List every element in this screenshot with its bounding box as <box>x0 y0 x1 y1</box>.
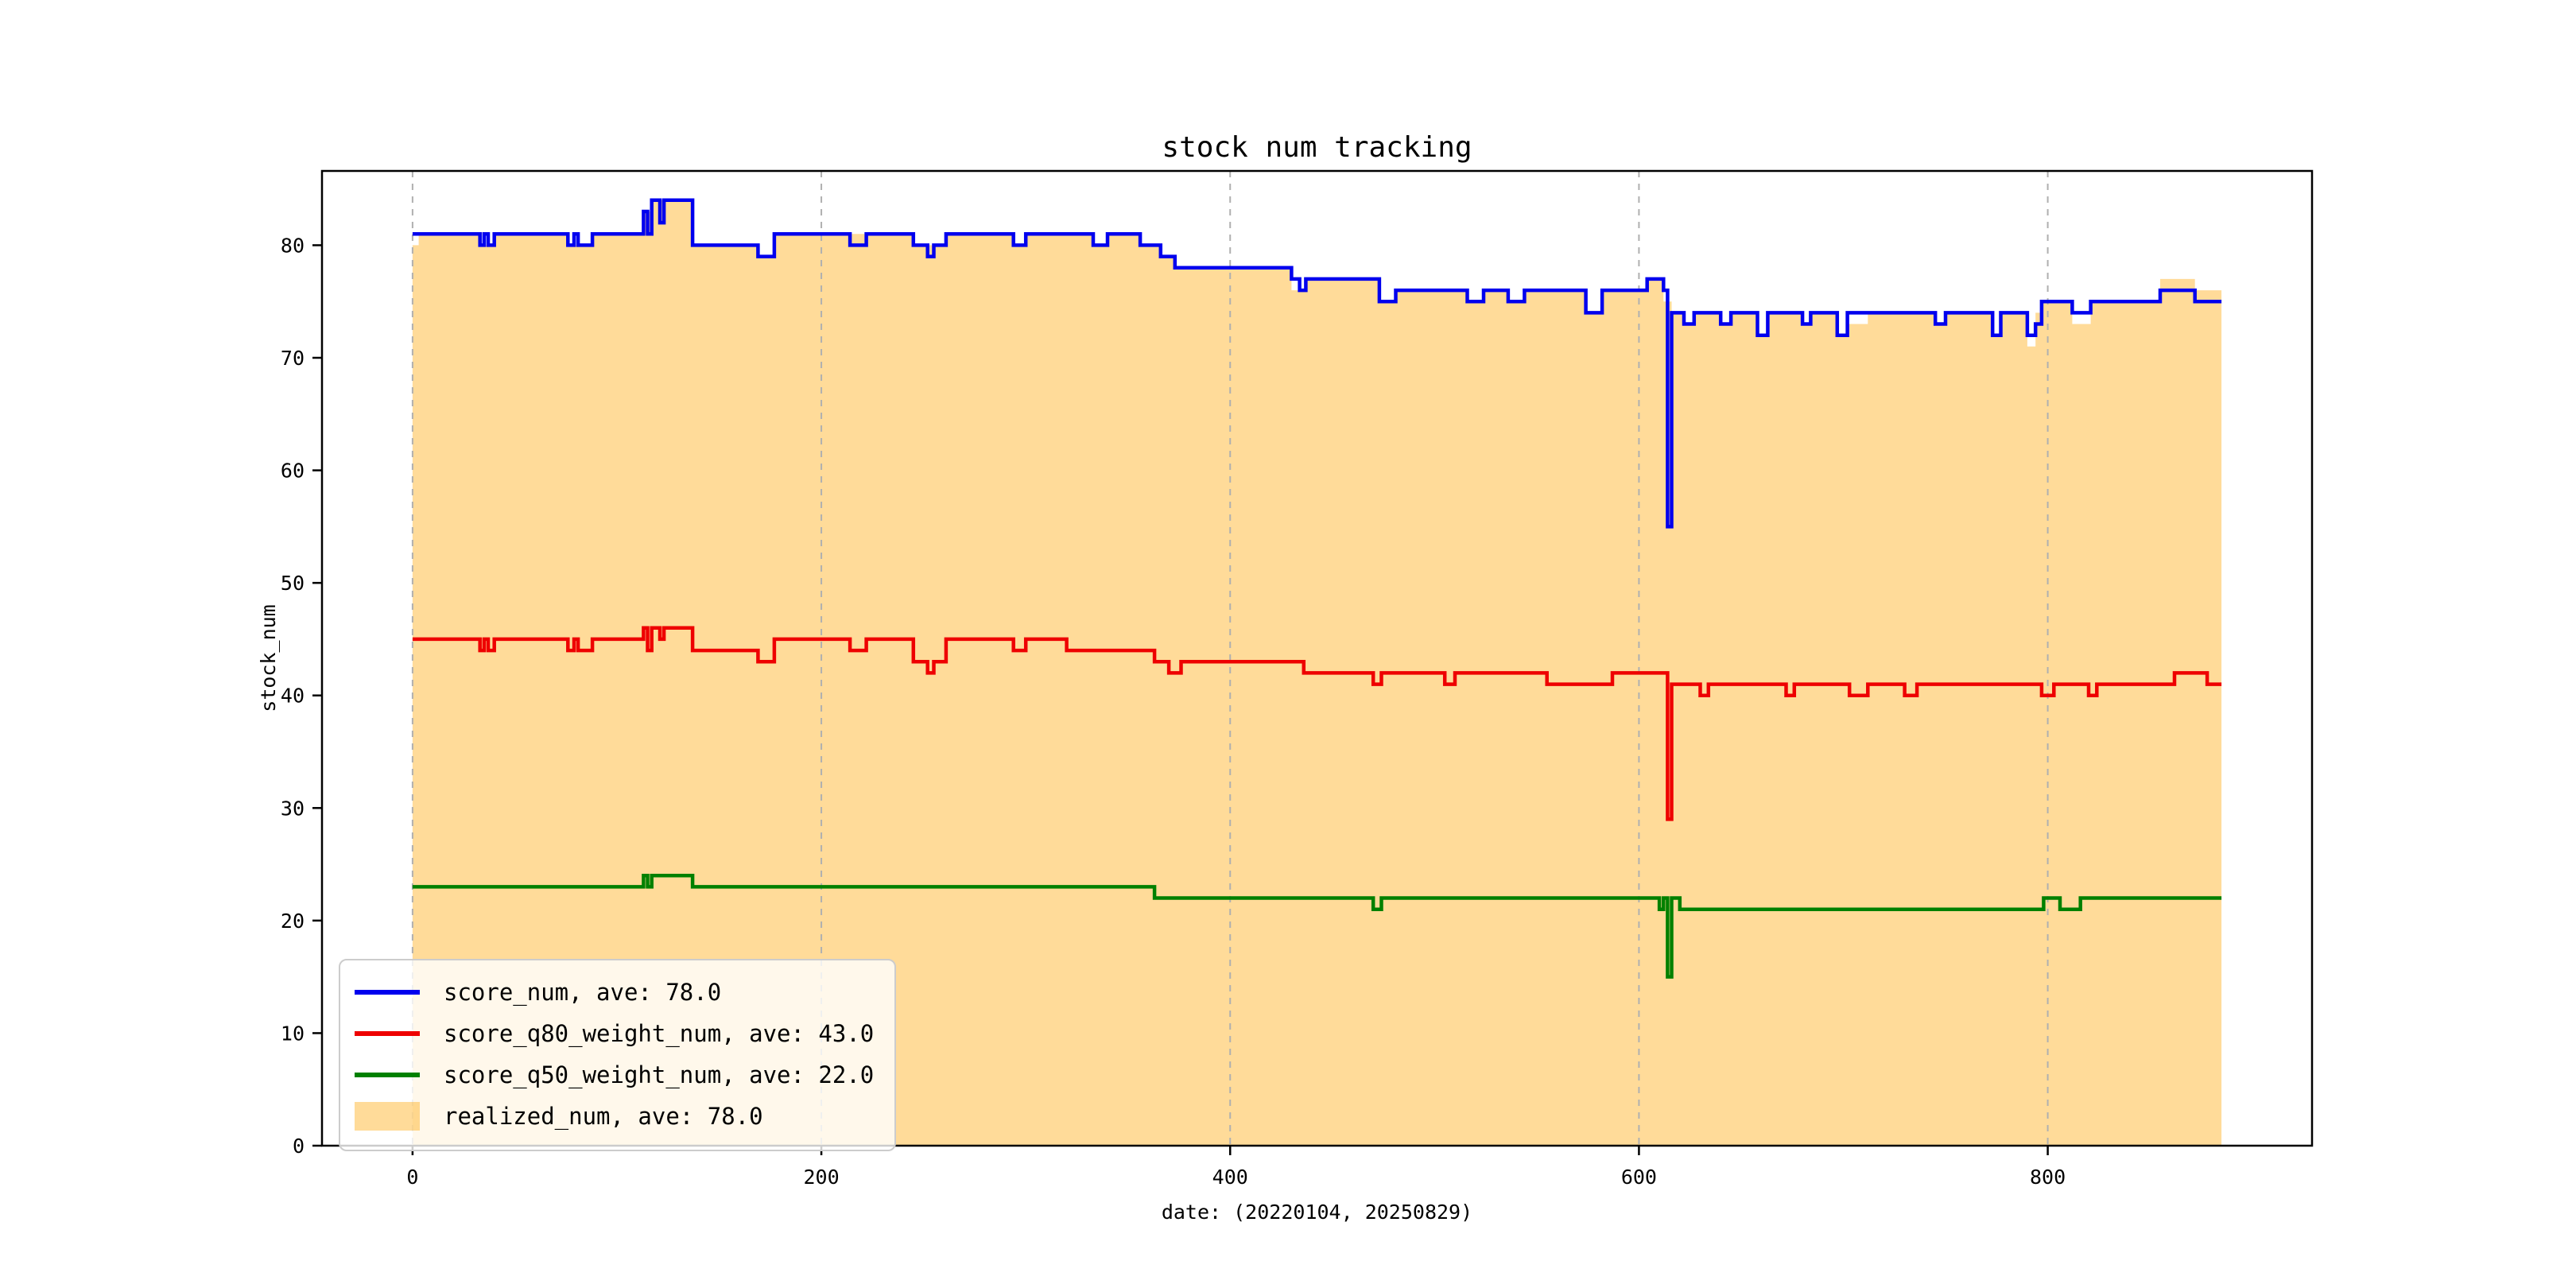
series-line <box>412 873 2222 979</box>
legend-swatch-line <box>355 990 420 995</box>
y-tick-label: 30 <box>281 797 305 820</box>
chart-title: stock num tracking <box>1162 131 1472 164</box>
legend-label: score_q50_weight_num, ave: 22.0 <box>444 1061 875 1088</box>
y-tick-label: 70 <box>281 347 305 370</box>
y-axis-label: stock_num <box>257 604 280 712</box>
y-tick-label: 60 <box>281 460 305 483</box>
y-tick-label: 20 <box>281 910 305 933</box>
legend-swatch-patch <box>355 1102 420 1131</box>
series-line-icon <box>355 1031 420 1036</box>
series-line <box>412 198 2222 529</box>
y-tick-label: 10 <box>281 1022 305 1045</box>
x-tick-label: 400 <box>1212 1166 1248 1189</box>
y-tick-label: 50 <box>281 572 305 595</box>
legend-label: score_num, ave: 78.0 <box>444 979 722 1006</box>
realized-patch-icon <box>355 1102 420 1131</box>
legend-item: score_q80_weight_num, ave: 43.0 <box>355 1013 874 1054</box>
legend-label: score_q80_weight_num, ave: 43.0 <box>444 1020 875 1047</box>
x-tick-label: 200 <box>803 1166 839 1189</box>
series-line <box>412 626 2222 821</box>
legend-label: realized_num, ave: 78.0 <box>444 1103 763 1130</box>
y-tick-label: 0 <box>293 1135 305 1158</box>
series-lines-layer <box>412 198 2222 979</box>
x-axis-label: date: (20220104, 20250829) <box>1162 1201 1472 1224</box>
legend: score_num, ave: 78.0 score_q80_weight_num… <box>339 959 897 1151</box>
x-tick-label: 0 <box>406 1166 418 1189</box>
y-tick-label: 80 <box>281 234 305 257</box>
y-tick-label: 40 <box>281 685 305 708</box>
series-line-icon <box>355 990 420 995</box>
axes-frame <box>320 169 2314 1147</box>
legend-swatch-line <box>355 1031 420 1036</box>
legend-item: realized_num, ave: 78.0 <box>355 1096 874 1137</box>
ticks-layer: 0 200 400 600 800 0 10 20 30 40 50 60 70 80 <box>281 234 2066 1189</box>
series-line-icon <box>355 1073 420 1077</box>
x-tick-label: 600 <box>1621 1166 1657 1189</box>
x-tick-label: 800 <box>2030 1166 2066 1189</box>
legend-item: score_num, ave: 78.0 <box>355 972 874 1013</box>
legend-swatch-line <box>355 1073 420 1077</box>
gridlines-layer <box>411 171 2049 1146</box>
legend-item: score_q50_weight_num, ave: 22.0 <box>355 1054 874 1096</box>
